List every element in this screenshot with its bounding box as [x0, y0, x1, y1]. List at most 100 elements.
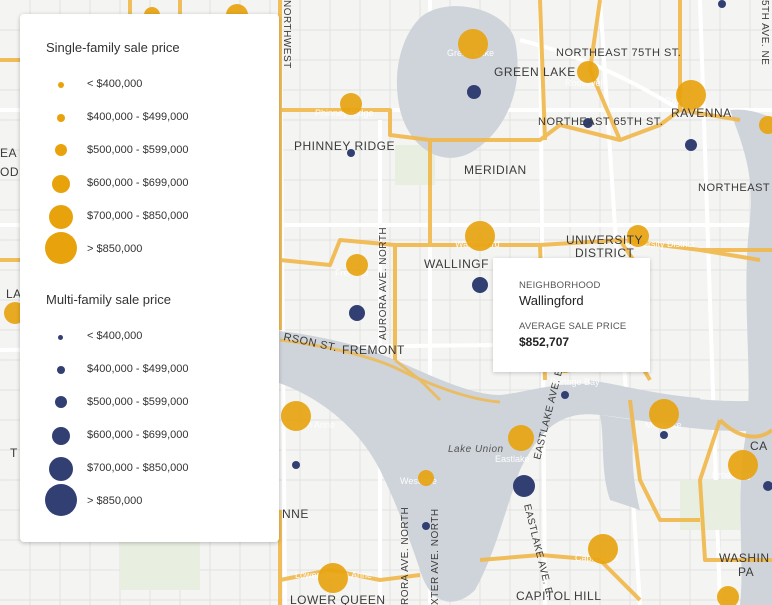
label-green-lake: GREEN LAKE: [494, 65, 576, 79]
multi-family-dot[interactable]: [472, 277, 488, 293]
multi-legend-row: > $850,000: [20, 484, 279, 518]
single-legend-row: $700,000 - $850,000: [20, 201, 279, 233]
label-lake-union: Lake Union: [448, 444, 504, 455]
legend-label: $700,000 - $850,000: [87, 210, 189, 222]
single-family-dot[interactable]: [577, 61, 599, 83]
multi-family-dot[interactable]: [467, 85, 481, 99]
multi-family-dot[interactable]: [347, 149, 355, 157]
label-t: T: [10, 446, 18, 460]
single-family-dot[interactable]: [418, 470, 434, 486]
multi-family-dot[interactable]: [660, 431, 668, 439]
label-pa: PA: [738, 565, 754, 579]
legend-label: > $850,000: [87, 495, 143, 507]
multi-family-dot[interactable]: [349, 305, 365, 321]
label-ea: EA: [0, 146, 17, 160]
single-family-dot[interactable]: [588, 534, 618, 564]
multi-legend-row: $700,000 - $850,000: [20, 453, 279, 485]
single-family-dot[interactable]: [340, 93, 362, 115]
multi-family-dot[interactable]: [513, 475, 535, 497]
label-nne: NNE: [282, 507, 309, 521]
legend-dot: [55, 396, 67, 408]
multi-family-dot[interactable]: [292, 461, 300, 469]
multi-family-legend-title: Multi-family sale price: [46, 292, 171, 307]
label-meridian: MERIDIAN: [464, 163, 527, 177]
neighborhood-tooltip: NEIGHBORHOOD Wallingford AVERAGE SALE PR…: [493, 258, 650, 372]
single-legend-row: $600,000 - $699,000: [20, 168, 279, 200]
single-family-dot[interactable]: [759, 116, 772, 134]
multi-legend-row: $400,000 - $499,000: [20, 354, 279, 386]
neighborhood-caption: NEIGHBORHOOD: [519, 280, 601, 291]
single-family-dot[interactable]: [649, 399, 679, 429]
faint-label-phinney: Phinney Ridge: [315, 108, 374, 118]
single-family-dot[interactable]: [728, 450, 758, 480]
legend-label: < $400,000: [87, 78, 143, 90]
single-family-dot[interactable]: [458, 29, 488, 59]
legend-panel: Single-family sale price < $400,000 $400…: [20, 14, 279, 542]
legend-label: > $850,000: [87, 243, 143, 255]
faint-label-portage-bay: Portage Bay: [550, 377, 600, 387]
label-capitol-hill: CAPITOL HILL: [516, 589, 601, 603]
label-ravenna: RAVENNA: [671, 106, 732, 120]
multi-family-dot[interactable]: [685, 139, 697, 151]
label-aurora-north: AURORA AVE. NORTH: [378, 227, 389, 340]
multi-family-dot[interactable]: [583, 118, 593, 128]
legend-dot: [52, 175, 70, 193]
single-legend-row: > $850,000: [20, 232, 279, 266]
legend-label: $700,000 - $850,000: [87, 462, 189, 474]
single-family-dot[interactable]: [465, 221, 495, 251]
legend-label: $500,000 - $599,000: [87, 144, 189, 156]
legend-dot: [57, 114, 65, 122]
faint-label-roosevelt: Roosevelt: [565, 78, 606, 88]
multi-family-dot[interactable]: [422, 522, 430, 530]
average-sale-price: $852,707: [519, 335, 570, 349]
label-od: OD: [0, 165, 19, 179]
legend-label: $400,000 - $499,000: [87, 363, 189, 375]
single-family-dot[interactable]: [717, 586, 739, 605]
multi-legend-row: < $400,000: [20, 321, 279, 353]
label-northeast-75th: NORTHEAST 75TH ST.: [556, 47, 681, 59]
faint-label-eastlake: Eastlake: [495, 454, 530, 464]
legend-dot: [57, 366, 65, 374]
legend-dot: [45, 484, 77, 516]
legend-dot: [45, 232, 77, 264]
single-legend-row: < $400,000: [20, 69, 279, 101]
label-5th-ave: 5TH AVE. NE: [759, 0, 770, 65]
single-family-dot[interactable]: [281, 401, 311, 431]
label-la: LA: [6, 287, 22, 301]
multi-family-dot[interactable]: [718, 0, 726, 8]
label-ca: CA: [750, 439, 768, 453]
single-family-dot[interactable]: [676, 80, 706, 110]
label-phinney-ridge: PHINNEY RIDGE: [294, 139, 395, 153]
faint-label-queen-anne: Queen Anne: [285, 420, 335, 430]
label-fremont: FREMONT: [342, 343, 405, 357]
multi-family-dot[interactable]: [561, 391, 569, 399]
single-family-dot[interactable]: [508, 425, 534, 451]
price-caption: AVERAGE SALE PRICE: [519, 321, 627, 332]
label-aurora-north-2: RORA AVE. NORTH: [400, 507, 411, 605]
legend-dot: [58, 335, 63, 340]
label-dexter-north: XTER AVE. NORTH: [430, 508, 441, 605]
neighborhood-name: Wallingford: [519, 293, 584, 308]
legend-dot: [55, 144, 67, 156]
legend-dot: [49, 457, 73, 481]
single-family-dot[interactable]: [346, 254, 368, 276]
multi-legend-row: $600,000 - $699,000: [20, 420, 279, 452]
legend-label: $400,000 - $499,000: [87, 111, 189, 123]
multi-legend-row: $500,000 - $599,000: [20, 387, 279, 419]
single-legend-row: $400,000 - $499,000: [20, 102, 279, 134]
legend-dot: [49, 205, 73, 229]
legend-label: $500,000 - $599,000: [87, 396, 189, 408]
label-northeast-65th: NORTHEAST 65TH ST.: [538, 116, 663, 128]
legend-dot: [52, 427, 70, 445]
single-legend-row: $500,000 - $599,000: [20, 135, 279, 167]
legend-label: < $400,000: [87, 330, 143, 342]
single-family-dot[interactable]: [318, 563, 348, 593]
label-washington: WASHIN: [719, 551, 770, 565]
faint-label-westlake: Westlake: [400, 476, 437, 486]
label-wallingford: WALLINGF: [424, 257, 489, 271]
multi-family-dot[interactable]: [763, 481, 772, 491]
legend-dot: [58, 82, 64, 88]
label-lower-queen: LOWER QUEEN: [290, 593, 386, 605]
faint-label-university: University District: [625, 239, 695, 249]
single-family-dot[interactable]: [627, 225, 649, 247]
